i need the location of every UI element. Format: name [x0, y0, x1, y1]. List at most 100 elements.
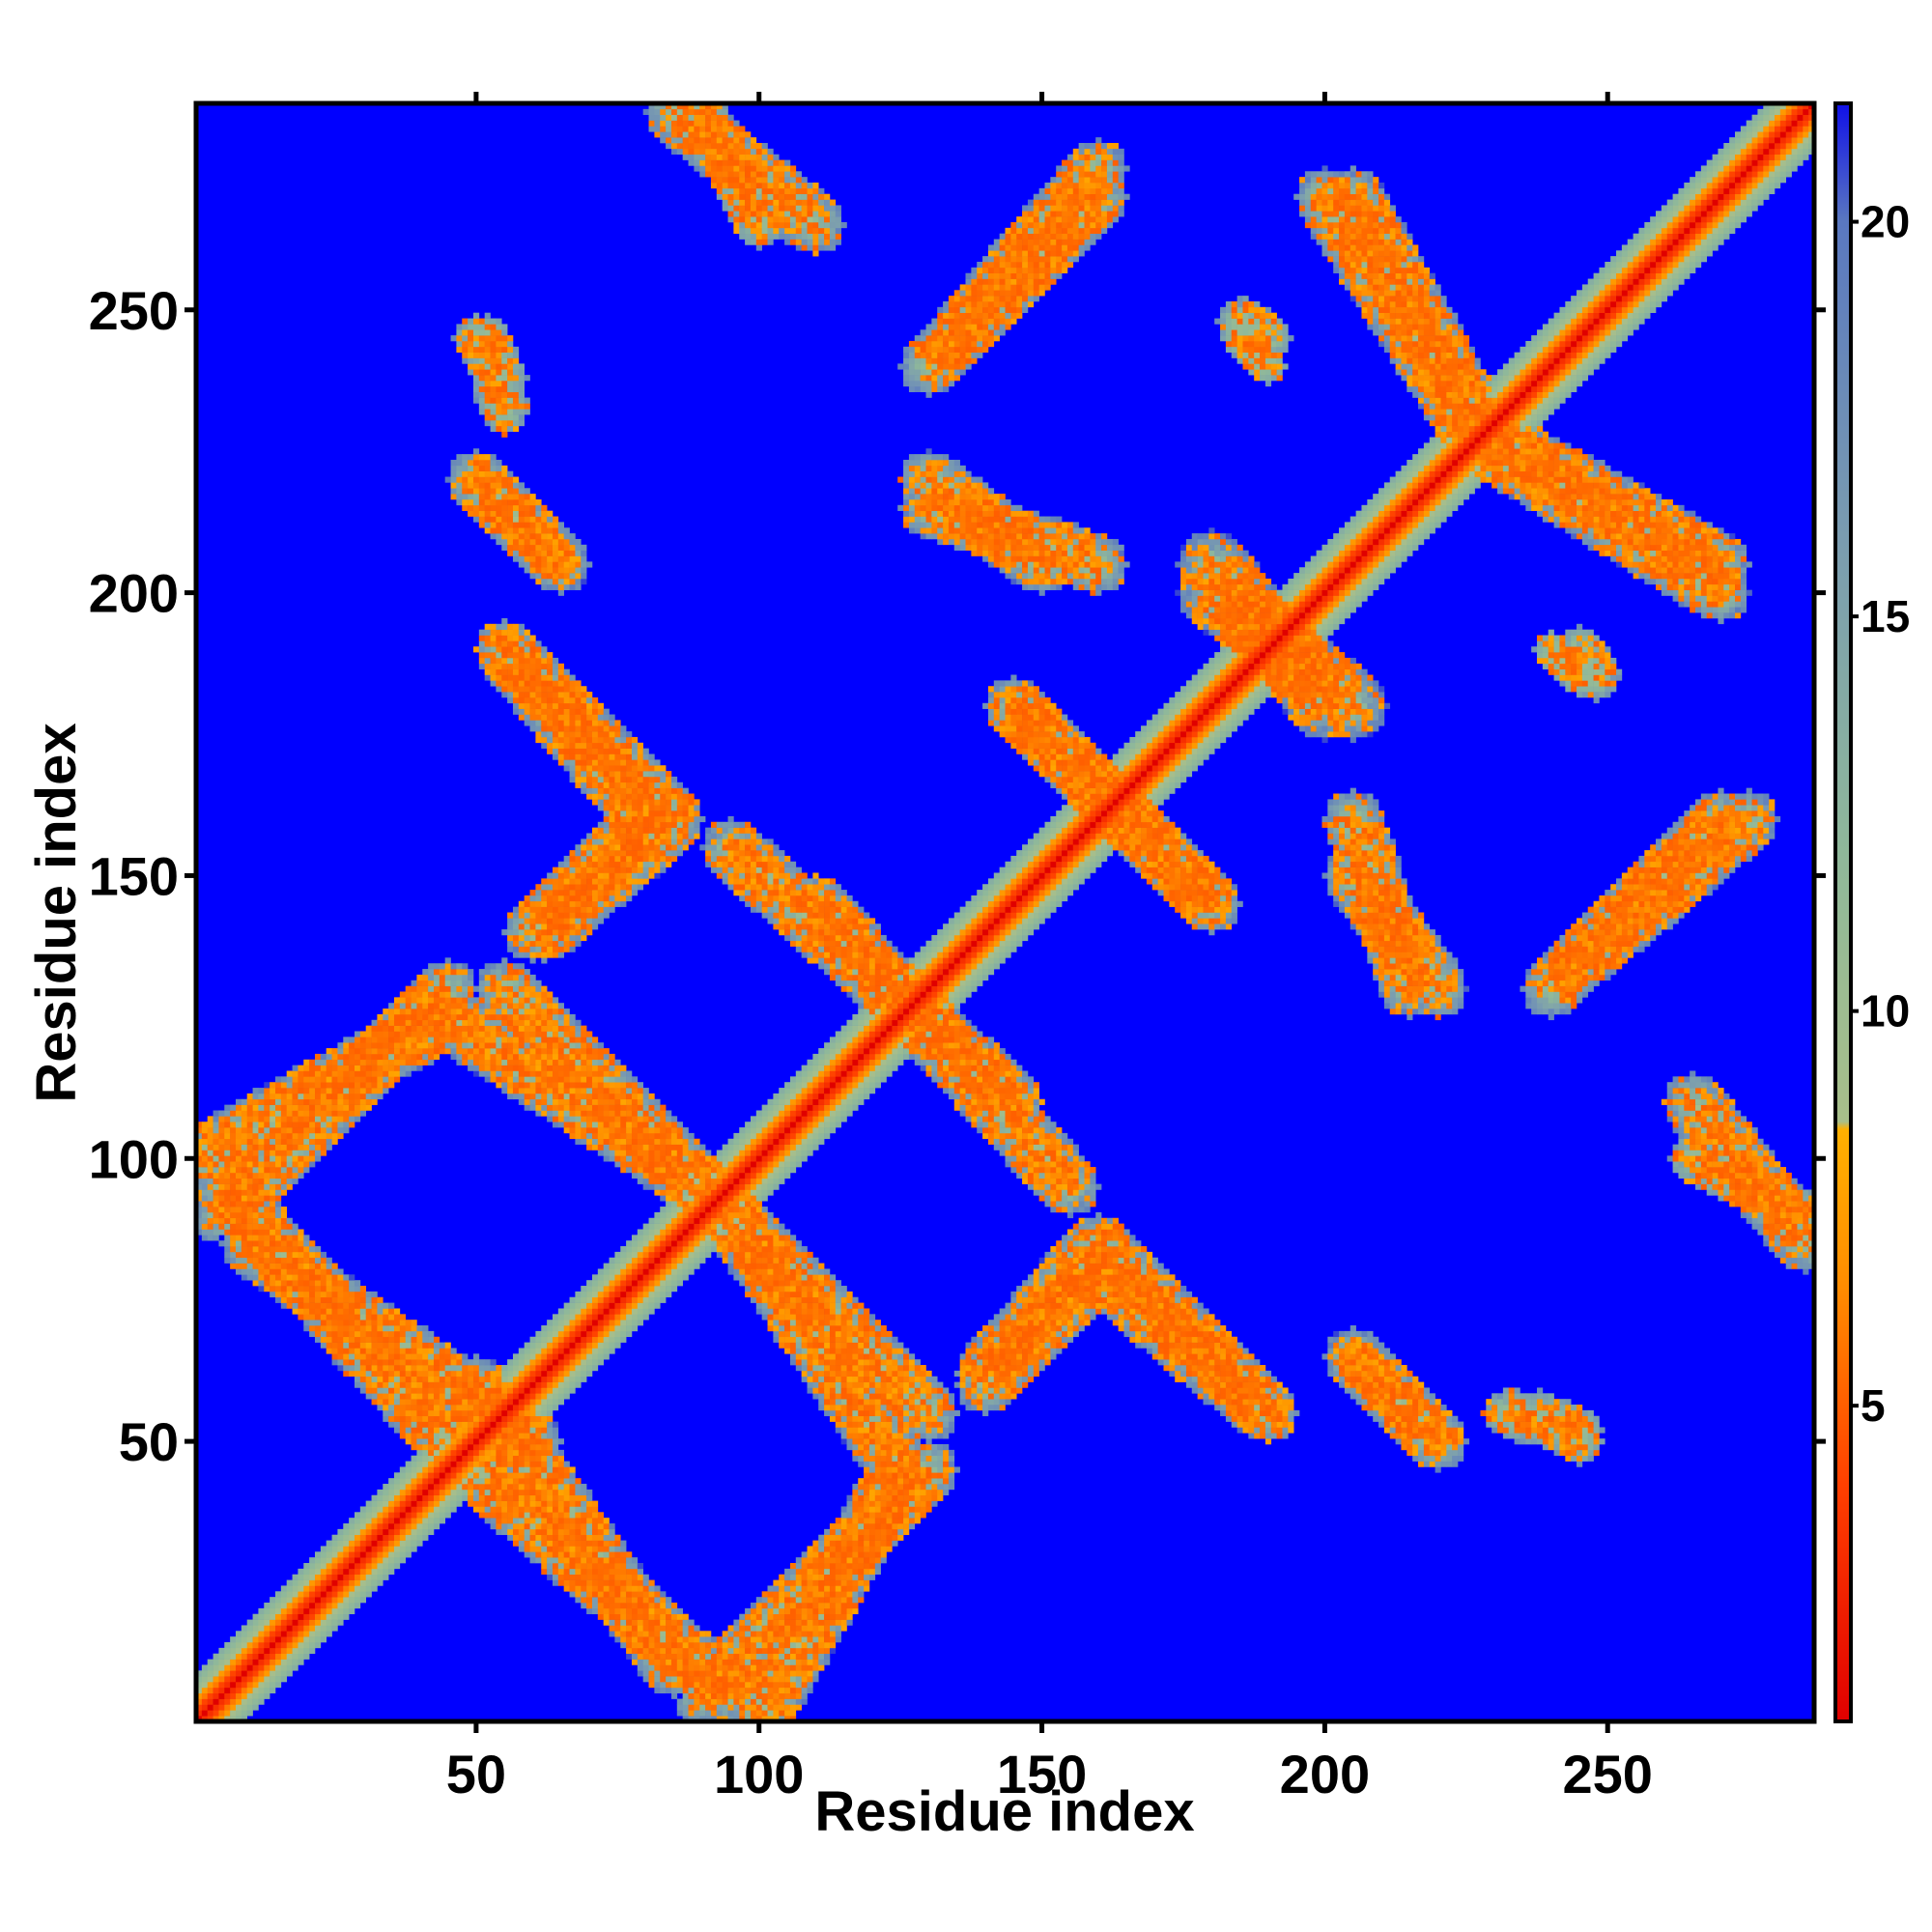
heatmap-cell [609, 1613, 615, 1620]
heatmap-cell [829, 1336, 837, 1343]
heatmap-cell [563, 1330, 570, 1338]
heatmap-cell [496, 1528, 502, 1536]
heatmap-cell [320, 1330, 327, 1338]
heatmap-cell [563, 1359, 570, 1366]
heatmap-cell [795, 1308, 802, 1315]
heatmap-cell [433, 1342, 440, 1349]
heatmap-cell [676, 1664, 683, 1671]
heatmap-cell [569, 1381, 576, 1388]
heatmap-cell [575, 1336, 582, 1343]
heatmap-cell [371, 1506, 378, 1513]
heatmap-cell [422, 1518, 429, 1524]
heatmap-cell [1022, 1381, 1029, 1388]
heatmap-cell [286, 1585, 293, 1592]
heatmap-cell [631, 1314, 639, 1321]
heatmap-cell [1406, 1399, 1413, 1406]
heatmap-cell [840, 1579, 847, 1586]
heatmap-cell [529, 1512, 536, 1519]
heatmap-cell [236, 1631, 242, 1637]
heatmap-cell [812, 1653, 819, 1660]
heatmap-cell [868, 1438, 876, 1445]
heatmap-cell [535, 1484, 542, 1491]
heatmap-cell [846, 1512, 853, 1519]
heatmap-cell [892, 1393, 898, 1400]
heatmap-cell [484, 1461, 491, 1467]
heatmap-cell [943, 1415, 950, 1422]
heatmap-cell [666, 1647, 672, 1655]
heatmap-cell [393, 1342, 401, 1349]
heatmap-cell [1016, 1370, 1023, 1378]
heatmap-cell [948, 1415, 955, 1422]
heatmap-cell [1559, 1405, 1566, 1411]
heatmap-cell [750, 1642, 757, 1649]
heatmap-cell [620, 1619, 627, 1626]
heatmap-cell [852, 1415, 859, 1422]
heatmap-cell [1418, 1455, 1425, 1462]
heatmap-cell [637, 1563, 643, 1570]
heatmap-cell [529, 1557, 536, 1564]
heatmap-cell [569, 1466, 576, 1473]
heatmap-cell [1577, 1427, 1583, 1434]
heatmap-cell [1531, 1409, 1538, 1417]
heatmap-cell [897, 1484, 904, 1491]
heatmap-cell [1531, 1415, 1538, 1422]
heatmap-cell [840, 1427, 847, 1434]
heatmap-cell [892, 1506, 898, 1513]
heatmap-cell [858, 1387, 865, 1394]
heatmap-cell [1571, 1409, 1577, 1417]
heatmap-cell [529, 1500, 536, 1507]
heatmap-cell [547, 1489, 554, 1496]
heatmap-cell [897, 1466, 904, 1473]
heatmap-cell [428, 1512, 435, 1519]
heatmap-cell [824, 1540, 831, 1547]
heatmap-cell [1288, 1421, 1294, 1428]
heatmap-cell [874, 1325, 881, 1332]
heatmap-cell [840, 1523, 847, 1530]
heatmap-cell [433, 1494, 440, 1501]
heatmap-cell [620, 1579, 627, 1586]
heatmap-cell [343, 1359, 350, 1366]
heatmap-cell [864, 1421, 870, 1428]
heatmap-cell [274, 1631, 282, 1637]
heatmap-cell [252, 1625, 259, 1632]
heatmap-cell [795, 1342, 802, 1349]
heatmap-cell [569, 1308, 576, 1315]
heatmap-cell [478, 1421, 485, 1428]
heatmap-cell [280, 1613, 288, 1620]
heatmap-cell [552, 1353, 559, 1360]
heatmap-cell [535, 1405, 542, 1411]
heatmap-cell [1248, 1393, 1255, 1400]
heatmap-cell [292, 1631, 298, 1637]
heatmap-cell [1548, 1405, 1554, 1411]
heatmap-cell [490, 1494, 497, 1501]
heatmap-cell [807, 1613, 813, 1620]
heatmap-cell [359, 1381, 366, 1388]
heatmap-cell [840, 1393, 847, 1400]
heatmap-cell [829, 1534, 837, 1541]
heatmap-cell [835, 1308, 841, 1315]
heatmap-cell [914, 1393, 921, 1400]
heatmap-cell [468, 1381, 474, 1388]
heatmap-cell [472, 1365, 480, 1372]
heatmap-cell [552, 1574, 559, 1580]
heatmap-cell [241, 1670, 248, 1677]
heatmap-cell [1492, 1415, 1498, 1422]
heatmap-cell [586, 1500, 593, 1507]
heatmap-cell [365, 1320, 372, 1326]
heatmap-cell [371, 1579, 378, 1586]
heatmap-cell [1333, 1348, 1340, 1354]
heatmap-cell [201, 1704, 209, 1711]
heatmap-cell [246, 1625, 253, 1632]
heatmap-cell [1565, 1399, 1572, 1406]
heatmap-cell [795, 1348, 802, 1354]
heatmap-cell [846, 1353, 853, 1360]
heatmap-cell [1593, 1427, 1600, 1434]
heatmap-cell [982, 1387, 989, 1394]
heatmap-cell [557, 1478, 564, 1485]
heatmap-cell [959, 1399, 966, 1406]
heatmap-cell [274, 1682, 282, 1689]
heatmap-cell [716, 1664, 723, 1671]
heatmap-cell [620, 1308, 627, 1315]
heatmap-cell [591, 1557, 599, 1564]
heatmap-cell [365, 1353, 372, 1360]
